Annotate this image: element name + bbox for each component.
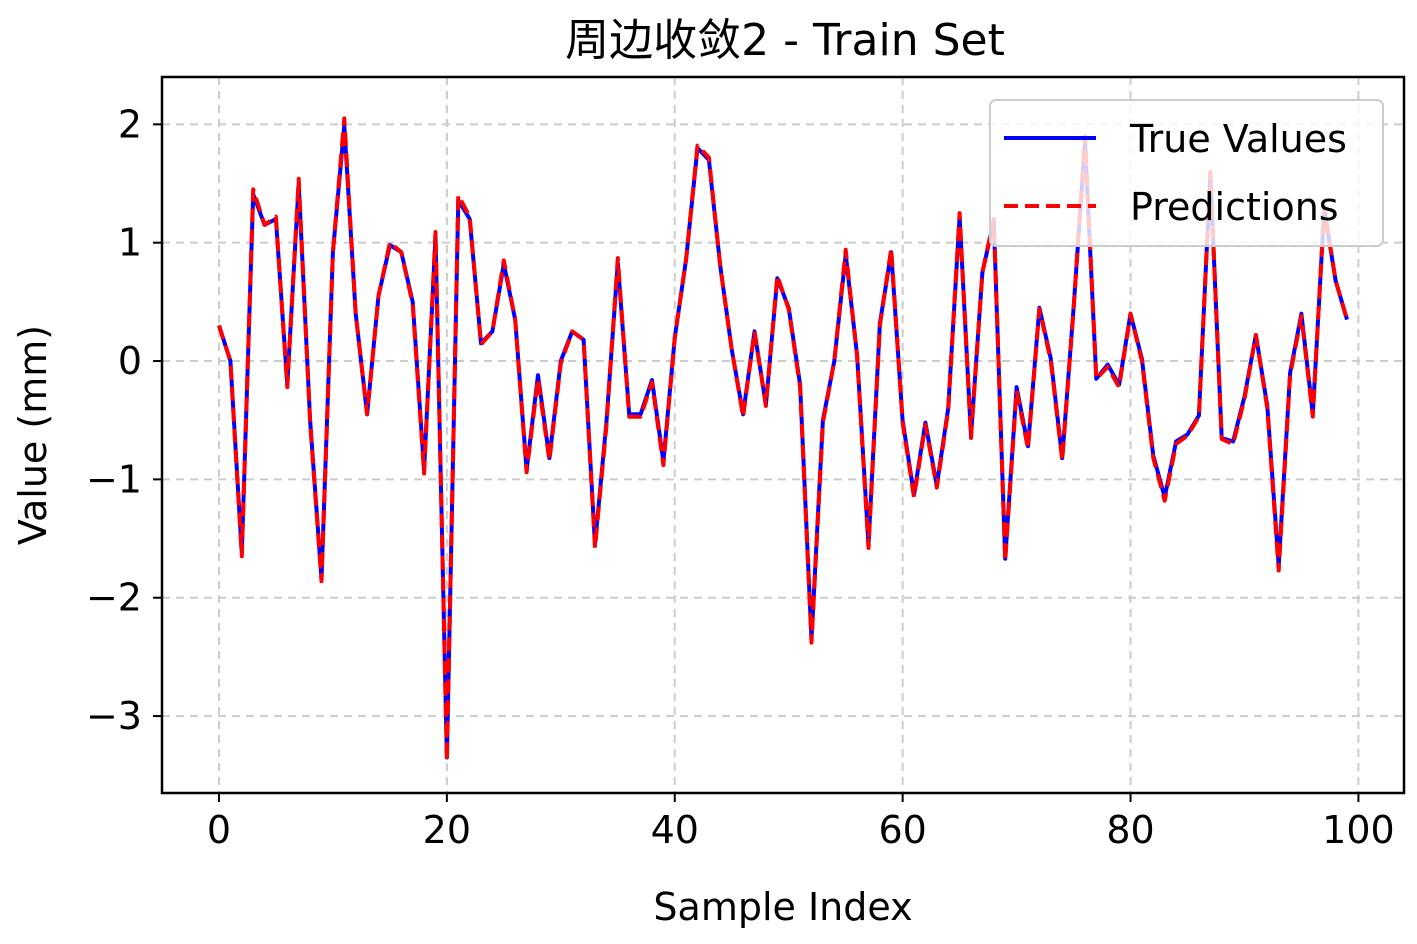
x-tick-label: 0 bbox=[207, 808, 231, 852]
y-tick-label: −2 bbox=[86, 576, 142, 620]
legend-predictions-label: Predictions bbox=[1130, 185, 1339, 229]
y-tick-label: 1 bbox=[118, 221, 142, 265]
x-tick-label: 20 bbox=[423, 808, 471, 852]
legend: True Values Predictions bbox=[989, 99, 1384, 247]
x-tick-label: 80 bbox=[1106, 808, 1154, 852]
x-tick-label: 40 bbox=[651, 808, 699, 852]
y-tick-label: 2 bbox=[118, 102, 142, 146]
y-tick-label: −3 bbox=[86, 694, 142, 738]
series-lines bbox=[217, 116, 1349, 763]
plot-frame bbox=[160, 75, 1406, 795]
y-tick-label: −1 bbox=[86, 457, 142, 501]
x-tick-label: 60 bbox=[878, 808, 926, 852]
chart-title: 周边收敛2 - Train Set bbox=[565, 15, 1005, 66]
y-axis-ticks: 2 1 0 −1 −2 −3 bbox=[86, 102, 162, 738]
x-axis-label: Sample Index bbox=[653, 885, 912, 929]
y-tick-label: 0 bbox=[118, 339, 142, 383]
x-axis-ticks: 0 20 40 60 80 100 bbox=[207, 793, 1395, 852]
y-axis-label: Value (mm) bbox=[11, 325, 55, 545]
series-line-predictions bbox=[217, 116, 1349, 763]
x-tick-label: 100 bbox=[1322, 808, 1395, 852]
legend-true-values-label: True Values bbox=[1129, 117, 1347, 161]
grid-lines bbox=[162, 77, 1404, 793]
